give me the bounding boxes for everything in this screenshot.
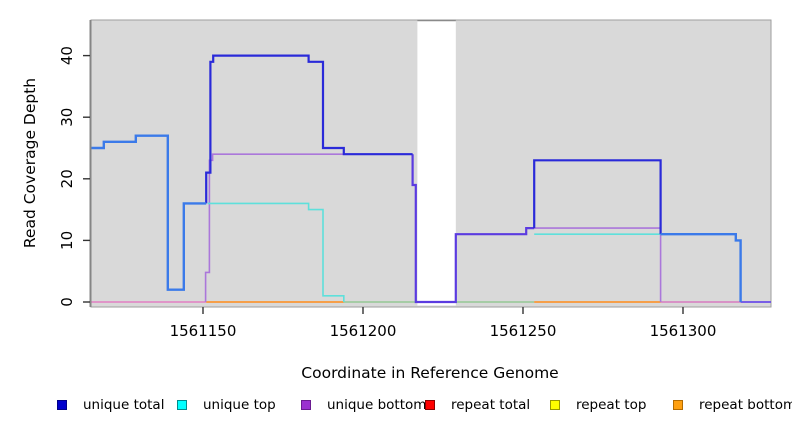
y-tick-label: 10 [58, 231, 76, 250]
legend-swatch-icon [425, 400, 435, 410]
segment-unique-total-right [533, 159, 662, 235]
segment-unique-total-peak [205, 54, 413, 204]
legend-swatch-icon [177, 400, 187, 410]
legend-item-unique-total: unique total [57, 395, 164, 415]
legend-label: unique bottom [327, 397, 427, 413]
legend-label: unique top [203, 397, 276, 413]
legend-item-unique-top: unique top [177, 395, 276, 415]
legend-swatch-icon [673, 400, 683, 410]
segment-total-bottom-blend-mid [411, 154, 535, 304]
series-lines-layer [91, 54, 771, 304]
y-tick-label: 20 [58, 169, 76, 188]
masked-region-layer [417, 19, 456, 306]
y-tick-label: 0 [58, 297, 76, 307]
legend-swatch-icon [301, 400, 311, 410]
segment-unique-top-main [207, 202, 345, 302]
x-tick-label: 1561150 [170, 322, 237, 340]
segment-total-top-blend-right [660, 232, 742, 302]
legend-item-repeat-top: repeat top [550, 395, 646, 415]
legend-item-repeat-bottom: repeat bottom [673, 395, 792, 415]
y-tick-label: 40 [58, 46, 76, 65]
segment-total-top-blend-left [91, 134, 207, 291]
legend-item-repeat-total: repeat total [425, 395, 530, 415]
legend-swatch-icon [550, 400, 560, 410]
x-axis-label: Coordinate in Reference Genome [301, 364, 558, 382]
legend-item-unique-bottom: unique bottom [301, 395, 426, 415]
y-tick-label: 30 [58, 108, 76, 127]
legend-swatch-icon [57, 400, 67, 410]
x-tick-label: 1561200 [330, 322, 397, 340]
chart-legend: unique total unique top unique bottom repea… [0, 395, 792, 419]
legend-label: repeat bottom [699, 397, 792, 413]
x-tick-label: 1561250 [490, 322, 557, 340]
coverage-chart: 1561150 1561200 1561250 1561300 0 10 20 30 40 Co… [21, 19, 772, 382]
legend-label: repeat total [451, 397, 531, 413]
x-tick-label: 1561300 [650, 322, 717, 340]
axes-layer: 1561150 1561200 1561250 1561300 0 10 20 30 40 [58, 20, 716, 340]
y-axis-label: Read Coverage Depth [21, 78, 39, 248]
legend-label: repeat top [576, 397, 647, 413]
legend-label: unique total [83, 397, 165, 413]
masked-region [417, 21, 456, 306]
